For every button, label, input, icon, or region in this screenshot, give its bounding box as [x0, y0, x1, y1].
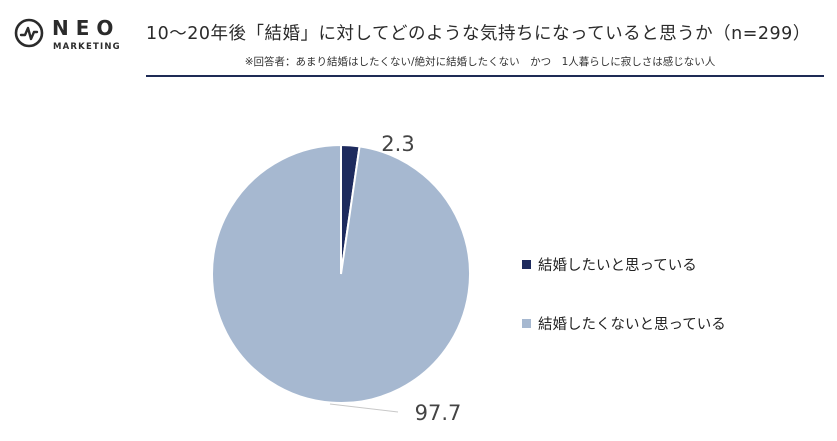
logo-wordmark: NEO: [52, 16, 121, 40]
legend-swatch: [522, 260, 531, 269]
chart-title: 10～20年後「結婚」に対してどのような気持ちになっていると思うか（n=299）: [146, 24, 811, 44]
legend-label: 結婚したいと思っている: [538, 258, 697, 274]
title-divider: [146, 75, 824, 77]
data-label-slice-1: 2.3: [381, 132, 414, 156]
legend-label: 結婚したくないと思っている: [538, 317, 726, 333]
neo-marketing-logo: NEO MARKETING: [14, 14, 126, 58]
pulse-icon: [14, 18, 44, 48]
chart-subtitle: ※回答者：あまり結婚はしたくない/絶対に結婚したくない かつ 1人暮らしに寂しさ…: [244, 56, 716, 68]
data-label-slice-2: 97.7: [415, 401, 462, 425]
leader-line: [329, 403, 399, 413]
legend-swatch: [522, 319, 531, 328]
pie-slice-2: [211, 143, 471, 404]
logo-subtext: MARKETING: [53, 42, 121, 52]
